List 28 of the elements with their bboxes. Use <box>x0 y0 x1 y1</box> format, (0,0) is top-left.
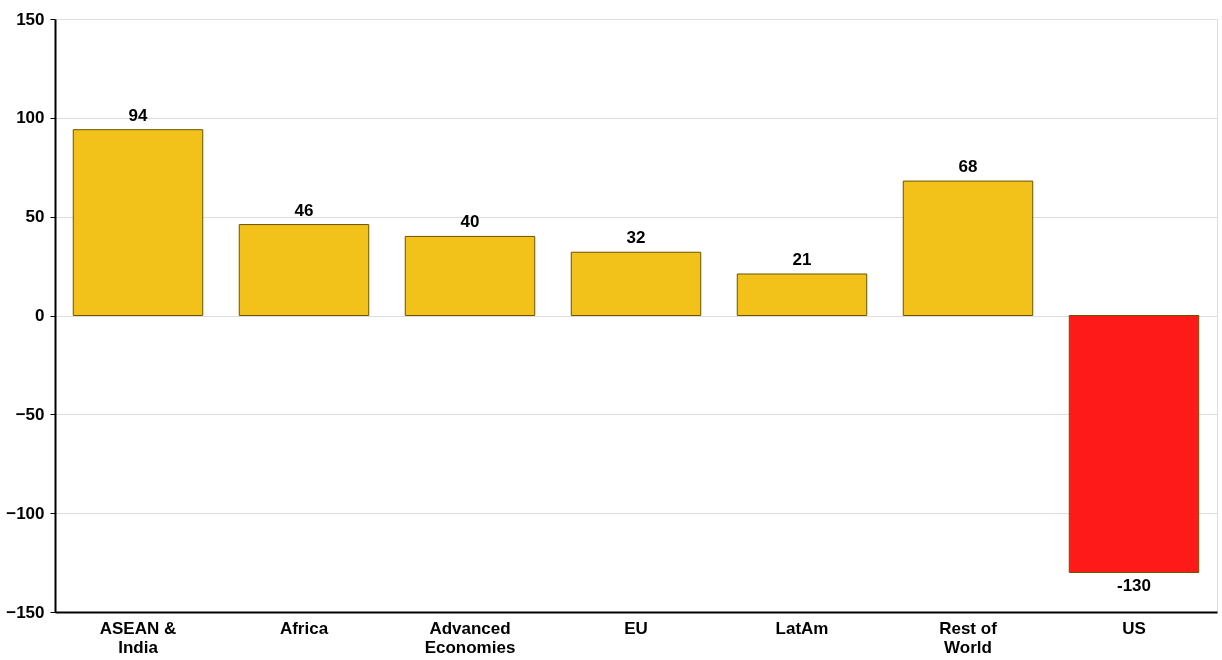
y-tick-label: 0 <box>35 306 45 325</box>
data-label: 46 <box>294 200 314 220</box>
x-tick-label: Rest of World <box>939 618 998 657</box>
data-label: 94 <box>128 105 148 125</box>
data-label: -130 <box>1116 576 1152 596</box>
data-label: 32 <box>626 228 646 248</box>
bar <box>570 251 702 316</box>
bar <box>72 129 204 316</box>
x-tick-label: Africa <box>279 618 329 638</box>
y-tick-label: 100 <box>16 108 45 128</box>
bar <box>902 180 1034 316</box>
bar <box>1068 315 1200 573</box>
y-tick-label: −100 <box>6 503 45 523</box>
y-tick-label: 50 <box>25 207 45 227</box>
data-label: 21 <box>792 249 812 269</box>
bar <box>736 273 868 316</box>
y-tick-label: −50 <box>15 404 45 424</box>
y-tick-label: 150 <box>16 9 45 29</box>
bar <box>238 224 370 316</box>
y-tick-label: −150 <box>6 602 45 622</box>
data-label: 68 <box>958 157 978 177</box>
x-tick-label: US <box>1122 618 1146 638</box>
x-tick-label: EU <box>624 618 648 638</box>
x-tick-label: LatAm <box>775 618 829 638</box>
data-label: 40 <box>460 212 480 232</box>
bar <box>404 235 536 316</box>
x-tick-label: Advanced Economies <box>424 618 516 657</box>
x-tick-label: ASEAN & India <box>99 618 177 657</box>
